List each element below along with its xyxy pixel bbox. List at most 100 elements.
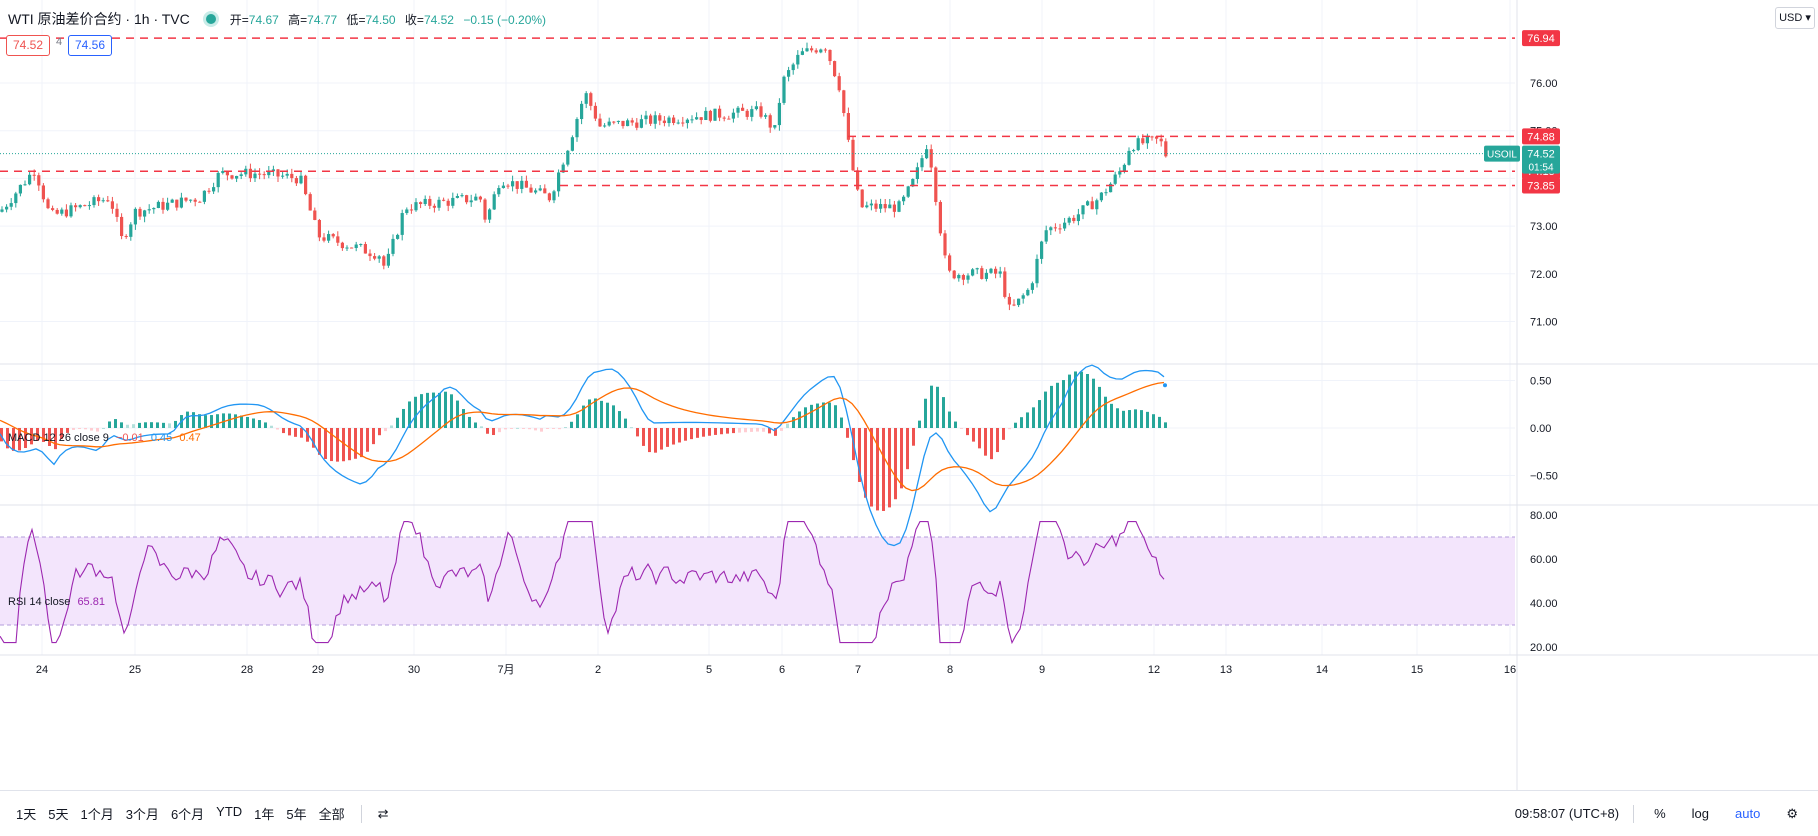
candle-body <box>207 190 211 192</box>
candle-body <box>409 209 413 211</box>
macd-histogram-bar <box>924 398 927 428</box>
macd-histogram-bar <box>258 420 261 428</box>
clock[interactable]: 09:58:07 (UTC+8) <box>1514 806 1620 821</box>
candle-body <box>934 167 938 202</box>
spread-value: 4 <box>56 36 63 48</box>
sell-button[interactable]: 74.52 <box>6 35 51 56</box>
candle-body <box>593 105 597 119</box>
candle-body <box>281 175 285 177</box>
buy-button[interactable]: 74.56 <box>68 35 113 56</box>
macd-histogram-bar <box>870 428 873 507</box>
macd-histogram-bar <box>822 402 825 428</box>
macd-tick-label: 0.50 <box>1530 376 1551 388</box>
candle-body <box>115 208 119 217</box>
macd-histogram-bar <box>102 427 105 429</box>
candle-body <box>1127 150 1131 165</box>
macd-histogram-bar <box>120 422 123 428</box>
macd-title[interactable]: MACD 12 26 close 9 <box>8 432 109 444</box>
candle-body <box>534 190 538 193</box>
macd-histogram-bar <box>1014 422 1017 428</box>
macd-histogram-bar <box>588 399 591 428</box>
candle-body <box>129 224 133 237</box>
candle-body <box>621 120 625 127</box>
candle-body <box>488 209 492 220</box>
candle-body <box>906 186 910 197</box>
macd-histogram-bar <box>420 394 423 428</box>
candle-body <box>1150 136 1154 138</box>
macd-histogram-bar <box>456 400 459 428</box>
range-button-6[interactable]: 1年 <box>254 807 275 822</box>
time-tick-label: 29 <box>312 664 324 676</box>
candle-body <box>649 115 653 124</box>
candle-body <box>897 201 901 212</box>
macd-histogram-bar <box>444 391 447 428</box>
candle-body <box>538 188 542 191</box>
candle-body <box>879 204 883 209</box>
settings-icon[interactable]: ⚙ <box>1786 805 1798 821</box>
level-label: 76.94 <box>1527 33 1555 45</box>
symbol-title[interactable]: WTI 原油差价合约 · 1h · TVC <box>8 11 190 27</box>
macd-histogram-bar <box>0 428 3 442</box>
rsi-value: 65.81 <box>77 596 105 608</box>
candle-body <box>483 199 487 220</box>
candle-body <box>745 110 749 117</box>
rsi-band <box>0 537 1515 625</box>
macd-histogram-bar <box>1092 378 1095 428</box>
compare-icon[interactable]: ⇄ <box>377 805 389 821</box>
macd-histogram-bar <box>492 428 495 436</box>
macd-histogram-bar <box>426 392 429 428</box>
candle-body <box>28 174 32 185</box>
macd-histogram-bar <box>1032 407 1035 428</box>
macd-histogram-bar <box>126 424 129 428</box>
range-button-8[interactable]: 全部 <box>318 807 345 822</box>
macd-histogram-bar <box>132 424 135 428</box>
range-button-1[interactable]: 5天 <box>48 807 69 822</box>
macd-histogram-bar <box>360 428 363 458</box>
candle-body <box>616 120 620 122</box>
macd-histogram-bar <box>846 428 849 438</box>
currency-select[interactable]: USD ▾ <box>1775 7 1815 29</box>
macd-histogram-bar <box>600 400 603 428</box>
macd-histogram-bar <box>72 428 75 430</box>
candle-body <box>1081 205 1085 215</box>
macd-histogram-bar <box>762 428 765 432</box>
range-button-2[interactable]: 1个月 <box>80 807 114 822</box>
low-value: 74.50 <box>365 12 396 27</box>
range-button-5[interactable]: YTD <box>216 804 243 819</box>
candle-body <box>258 173 262 175</box>
candle-body <box>405 209 409 214</box>
macd-histogram-bar <box>312 428 315 448</box>
candle-body <box>248 168 252 179</box>
auto-toggle[interactable]: auto <box>1735 806 1761 821</box>
candle-body <box>1086 201 1090 206</box>
log-toggle[interactable]: log <box>1691 806 1710 821</box>
macd-histogram-bar <box>354 428 357 459</box>
range-button-7[interactable]: 5年 <box>286 807 307 822</box>
chart-canvas[interactable]: 76.0075.0074.0073.0072.0071.000.500.00−0… <box>0 0 1818 790</box>
candle-body <box>736 107 740 113</box>
macd-histogram-bar <box>1038 400 1041 428</box>
macd-histogram-bar <box>186 411 189 428</box>
candle-body <box>69 205 73 217</box>
candle-body <box>1012 304 1016 306</box>
candle-body <box>400 213 404 235</box>
time-tick-label: 25 <box>129 664 141 676</box>
candle-body <box>1040 241 1044 259</box>
candle-body <box>0 209 4 212</box>
range-button-0[interactable]: 1天 <box>16 807 37 822</box>
candle-body <box>455 196 459 198</box>
macd-histogram-bar <box>720 428 723 435</box>
range-button-3[interactable]: 3个月 <box>125 807 159 822</box>
macd-histogram-bar <box>582 405 585 428</box>
market-open-icon <box>205 14 216 24</box>
range-button-4[interactable]: 6个月 <box>170 807 205 822</box>
macd-histogram-bar <box>954 421 957 428</box>
percent-toggle[interactable]: % <box>1654 806 1666 821</box>
candle-body <box>239 174 243 176</box>
rsi-title[interactable]: RSI 14 close <box>8 596 71 608</box>
macd-histogram-bar <box>438 392 441 428</box>
macd-histogram-bar <box>408 401 411 428</box>
macd-histogram-bar <box>618 411 621 428</box>
candle-body <box>639 119 643 128</box>
candle-body <box>1164 141 1168 157</box>
